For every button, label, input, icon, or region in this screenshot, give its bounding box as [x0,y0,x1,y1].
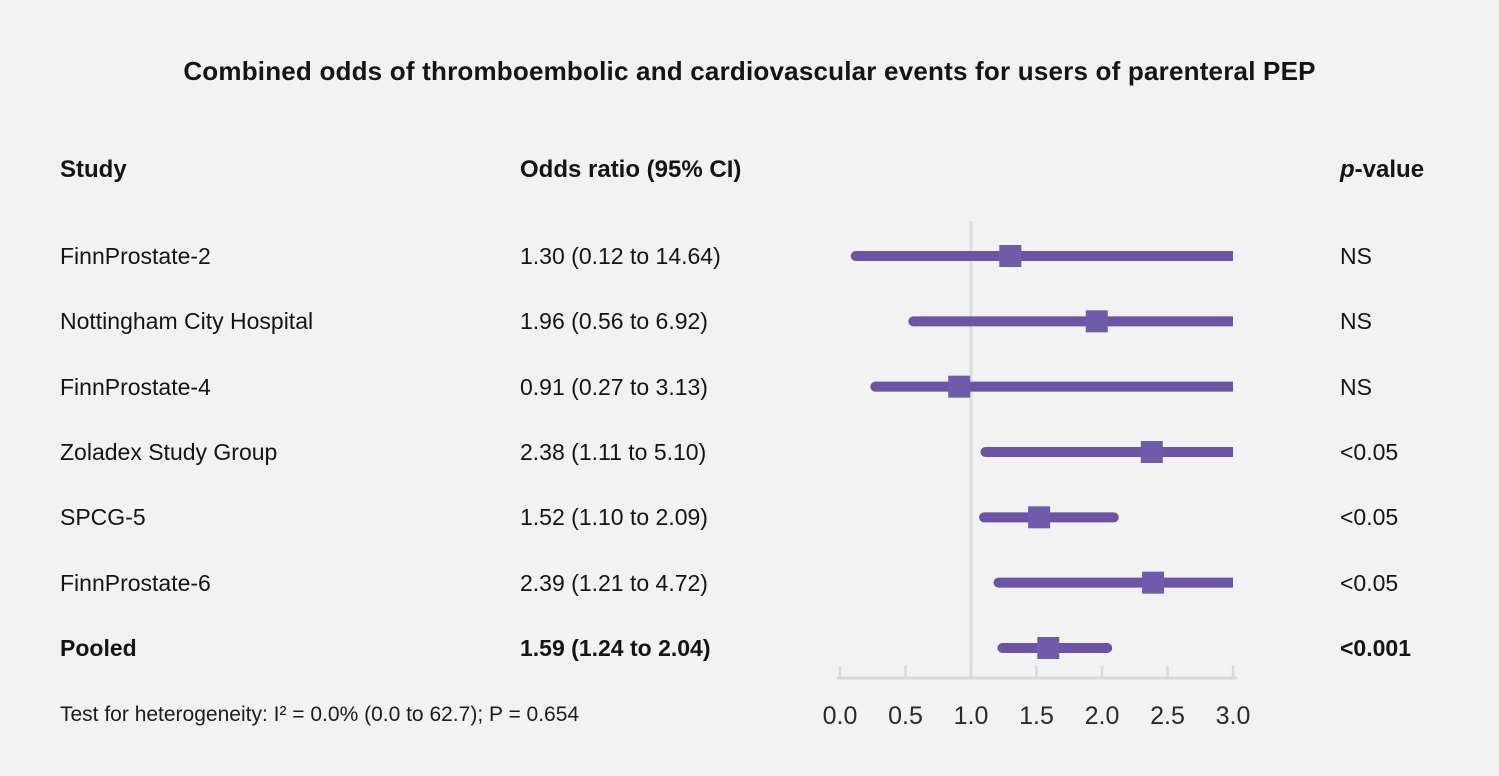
or-ci-value: 0.91 (0.27 to 3.13) [520,373,708,400]
or-marker [948,375,971,398]
column-header-odds-ratio: Odds ratio (95% CI) [520,156,742,183]
study-label: Pooled [60,635,137,661]
ci-cap-right [1102,642,1113,653]
study-label: SPCG-5 [60,504,146,531]
or-marker [1028,506,1051,529]
or-ci-value: 1.30 (0.12 to 14.64) [520,243,721,269]
or-marker [1085,310,1108,333]
ci-cap-left [993,577,1004,588]
study-label: FinnProstate-2 [60,243,211,269]
ci-cap-left [980,446,991,457]
study-label: Nottingham City Hospital [60,308,314,335]
heterogeneity-note: Test for heterogeneity: I² = 0.0% (0.0 t… [60,703,580,726]
pvalue-header-suffix: -value [1354,156,1425,183]
column-header-pvalue: p-value [1340,154,1424,186]
study-label: Zoladex Study Group [60,439,278,465]
or-marker [999,245,1022,267]
axis-tick-label: 0.5 [888,702,923,730]
or-marker [1142,571,1165,594]
ci-cap-left [979,512,990,523]
axis-tick-label: 0.0 [822,702,858,730]
or-ci-value: 2.39 (1.21 to 4.72) [520,569,708,596]
p-value: NS [1340,243,1372,269]
study-label: FinnProstate-4 [60,373,211,400]
axis-tick-label: 2.5 [1150,702,1185,730]
axis-tick-label: 3.0 [1215,702,1251,730]
column-header-study: Study [60,156,127,183]
ci-cap-left [997,642,1008,653]
or-ci-value: 1.59 (1.24 to 2.04) [520,635,711,661]
ci-cap-left [870,381,881,392]
or-ci-value: 2.38 (1.11 to 5.10) [520,439,707,465]
ci-cap-left [850,251,861,261]
pvalue-header-p: p [1340,156,1355,183]
figure-title: Combined odds of thromboembolic and card… [183,56,1316,86]
p-value: NS [1340,308,1372,335]
axis-tick-label: 1.5 [1019,702,1054,730]
or-marker [1037,636,1060,659]
axis-tick-label: 1.0 [953,702,989,730]
axis-tick-label: 2.0 [1084,702,1120,730]
p-value: <0.05 [1340,504,1399,531]
p-value: NS [1340,373,1372,400]
study-label: FinnProstate-6 [60,569,211,596]
p-value: <0.001 [1340,635,1411,661]
p-value: <0.05 [1340,569,1399,596]
or-ci-value: 1.96 (0.56 to 6.92) [520,308,708,335]
ci-cap-right [1108,512,1119,523]
ci-cap-left [908,316,919,327]
or-marker [1140,440,1163,463]
or-ci-value: 1.52 (1.10 to 2.09) [520,504,708,531]
p-value: <0.05 [1340,439,1399,465]
